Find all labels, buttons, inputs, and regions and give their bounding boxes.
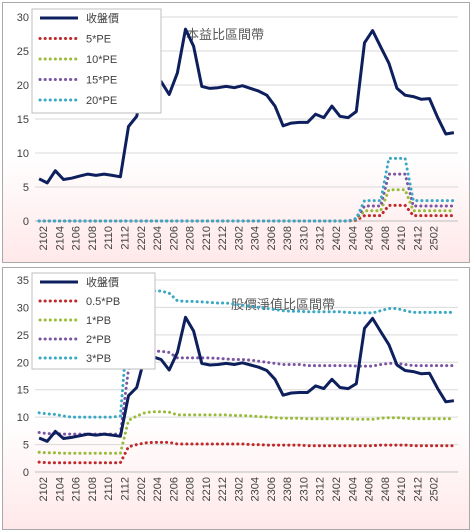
x-tick-label: 2308	[282, 226, 294, 250]
x-tick-label: 2304	[250, 477, 262, 501]
y-tick-label: 5	[23, 440, 29, 452]
legend-label: 15*PE	[86, 75, 117, 87]
y-tick-label: 20	[17, 357, 29, 369]
x-tick-label: 2408	[380, 477, 392, 501]
x-tick-label: 2204	[152, 477, 164, 501]
x-tick-label: 2102	[38, 226, 50, 250]
series-line-band-3	[37, 349, 456, 436]
x-tick-label: 2402	[331, 477, 343, 501]
x-tick-label: 2212	[217, 477, 229, 501]
x-tick-label: 2312	[315, 226, 327, 250]
x-tick-label: 2104	[54, 477, 66, 501]
x-tick-label: 2412	[412, 226, 424, 250]
x-tick-label: 2502	[429, 226, 441, 250]
pb-band-chart-panel: 0 5 10 15 20 25 30 35 2102 2104 2106 2108 2110 2112 22…	[2, 267, 470, 530]
x-tick-label: 2406	[364, 226, 376, 250]
series-line-close-price	[38, 27, 455, 185]
x-tick-label: 2112	[119, 477, 131, 501]
x-tick-label: 2304	[250, 226, 262, 250]
x-tick-label: 2110	[103, 226, 115, 250]
series-line-band-1	[37, 203, 456, 223]
x-tick-label: 2404	[347, 477, 359, 501]
x-tick-label: 2308	[282, 477, 294, 501]
legend-label: 0.5*PB	[86, 296, 120, 308]
pe-band-chart: 0 5 10 15 20 25 30 2102 2104 2106 2108 2110 2112 2202…	[17, 8, 458, 250]
legend-label: 2*PB	[86, 334, 111, 346]
x-tick-label: 2104	[54, 226, 66, 250]
x-tick-label: 2110	[103, 477, 115, 501]
x-tick-label: 2412	[412, 477, 424, 501]
x-tick-label: 2208	[185, 477, 197, 501]
x-tick-label: 2312	[315, 477, 327, 501]
x-tick-label: 2404	[347, 226, 359, 250]
series-line-close-price	[38, 315, 455, 443]
x-tick-label: 2310	[298, 477, 310, 501]
legend-label: 1*PB	[86, 315, 111, 327]
legend-box	[31, 8, 162, 114]
y-tick-label: 5	[23, 182, 29, 194]
y-tick-label: 35	[17, 275, 29, 287]
y-tick-label: 30	[17, 12, 29, 24]
legend-label: 3*PB	[86, 353, 111, 365]
series-line-band-2	[37, 188, 456, 223]
series-line-band-2	[37, 410, 456, 455]
x-tick-label: 2210	[201, 226, 213, 250]
series-line-band-3	[37, 172, 456, 223]
y-tick-label: 15	[17, 385, 29, 397]
x-tick-label: 2210	[201, 477, 213, 501]
x-tick-label: 2202	[136, 477, 148, 501]
x-tick-label: 2410	[396, 226, 408, 250]
x-tick-label: 2206	[168, 226, 180, 250]
legend-label: 收盤價	[86, 11, 119, 25]
x-tick-label: 2502	[429, 477, 441, 501]
y-tick-label: 10	[17, 148, 29, 160]
pe-band-chart-panel: 0 5 10 15 20 25 30 2102 2104 2106 2108 2110 2112 2202…	[2, 2, 470, 263]
x-tick-label: 2106	[71, 226, 83, 250]
x-tick-label: 2204	[152, 226, 164, 250]
x-tick-label: 2212	[217, 226, 229, 250]
x-tick-label: 2302	[233, 477, 245, 501]
y-tick-label: 10	[17, 412, 29, 424]
x-tick-label: 2410	[396, 477, 408, 501]
y-tick-label: 0	[23, 216, 29, 228]
y-tick-label: 15	[17, 114, 29, 126]
band-label: 本益比區間帶	[186, 27, 264, 42]
y-tick-label: 25	[17, 330, 29, 342]
x-tick-label: 2208	[185, 226, 197, 250]
x-tick-label: 2108	[87, 477, 99, 501]
x-tick-label: 2306	[266, 477, 278, 501]
legend-label: 5*PE	[86, 34, 111, 46]
legend-box	[31, 272, 156, 370]
x-tick-label: 2202	[136, 226, 148, 250]
y-tick-label: 0	[23, 467, 29, 479]
x-tick-label: 2406	[364, 477, 376, 501]
x-tick-label: 2106	[71, 477, 83, 501]
legend-label: 收盤價	[86, 275, 119, 289]
x-tick-label: 2302	[233, 226, 245, 250]
x-tick-label: 2102	[38, 477, 50, 501]
x-tick-label: 2108	[87, 226, 99, 250]
x-tick-label: 2408	[380, 226, 392, 250]
series-line-band-4	[37, 289, 456, 419]
x-tick-label: 2402	[331, 226, 343, 250]
x-tick-label: 2206	[168, 477, 180, 501]
y-tick-label: 25	[17, 46, 29, 58]
x-tick-label: 2306	[266, 226, 278, 250]
legend-label: 10*PE	[86, 54, 117, 66]
legend-label: 20*PE	[86, 95, 117, 107]
x-tick-label: 2112	[119, 226, 131, 250]
pb-band-chart: 0 5 10 15 20 25 30 35 2102 2104 2106 2108 2110 2112 22…	[17, 272, 458, 501]
y-tick-label: 30	[17, 302, 29, 314]
y-tick-label: 20	[17, 80, 29, 92]
x-tick-label: 2310	[298, 226, 310, 250]
series-line-band-1	[37, 440, 456, 465]
